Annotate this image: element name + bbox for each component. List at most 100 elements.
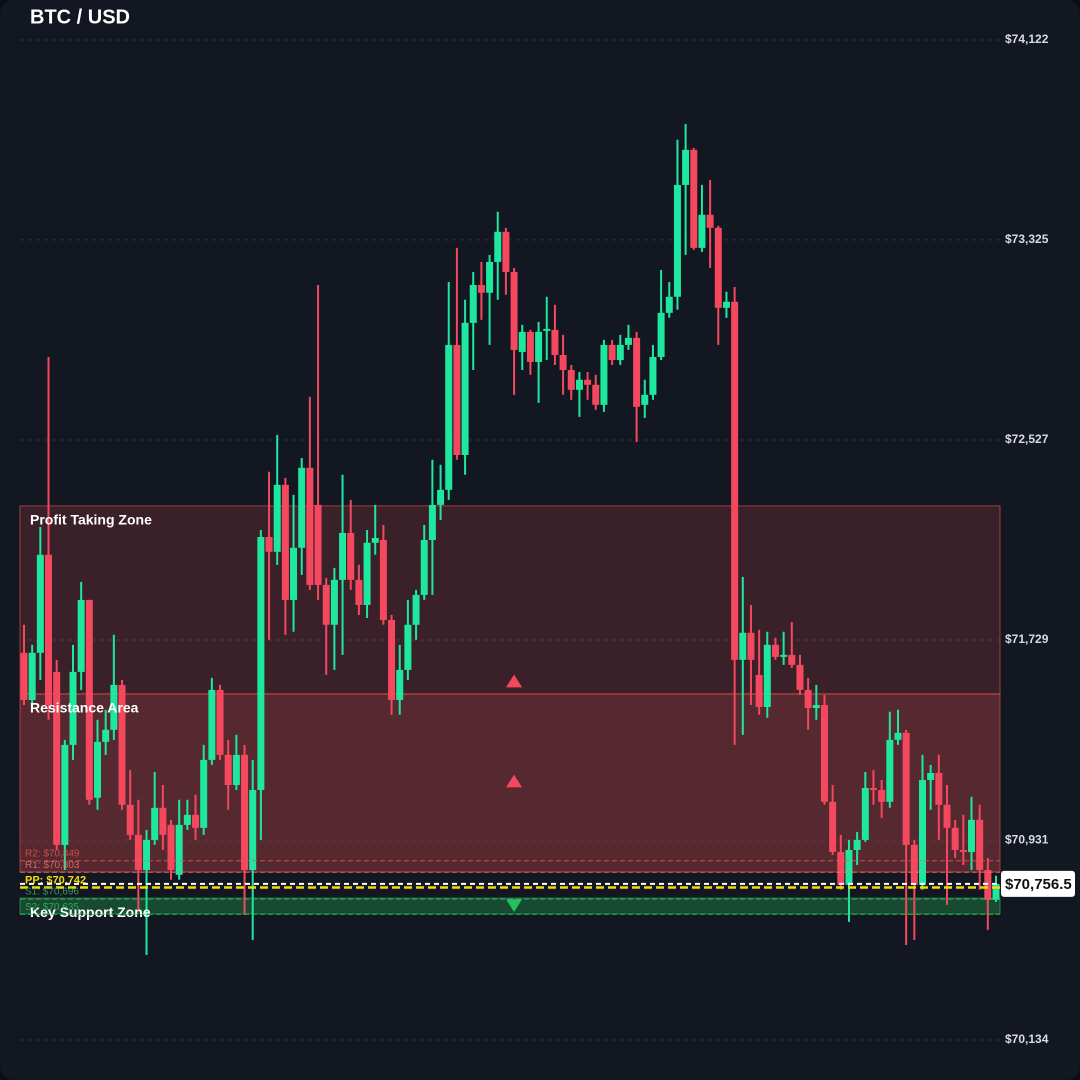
candle-body <box>461 322 469 455</box>
candle-body <box>902 732 910 845</box>
current-price-box <box>1001 870 1075 897</box>
zone-label: Key Support Zone <box>30 904 151 920</box>
candle-body <box>943 804 951 828</box>
zone-label: Resistance Area <box>30 700 139 716</box>
candle-body <box>608 344 616 360</box>
candle-body <box>722 301 730 308</box>
zone-label: Profit Taking Zone <box>30 512 152 528</box>
candle-body <box>918 779 926 885</box>
candle-body <box>494 231 502 262</box>
zone <box>19 897 1001 915</box>
pivot-label: S2: $70,635 <box>25 902 79 913</box>
candle-body <box>216 689 224 755</box>
candle-body <box>36 554 44 653</box>
candle-body <box>927 772 935 780</box>
candle-body <box>747 632 755 660</box>
signal-marker <box>506 899 523 912</box>
candle-body <box>633 337 641 407</box>
candle-body <box>118 684 126 805</box>
candle-body <box>200 759 208 828</box>
candle-body <box>412 594 420 625</box>
candle-body <box>61 744 69 845</box>
candle-body <box>616 344 624 360</box>
candle-body <box>771 644 779 657</box>
candle-body <box>322 584 330 625</box>
candle-body <box>339 532 347 580</box>
candle-body <box>788 654 796 665</box>
candle-body <box>600 344 608 405</box>
candle-body <box>306 467 314 585</box>
candle-body <box>861 787 869 840</box>
candle-body <box>820 704 828 802</box>
candle-body <box>935 772 943 805</box>
candle-body <box>714 227 722 308</box>
candle-body <box>698 214 706 248</box>
candle-body <box>829 801 837 852</box>
candle-body <box>453 344 461 455</box>
candle-body <box>151 807 159 840</box>
candle-body <box>192 814 200 828</box>
candle-body <box>894 732 902 740</box>
candle-body <box>951 827 959 850</box>
candle-body <box>208 689 216 760</box>
candle-body <box>649 356 657 395</box>
candle-body <box>967 819 975 852</box>
candle-body <box>673 184 681 297</box>
candle-body <box>77 599 85 672</box>
candle-body <box>265 536 273 552</box>
candle-body <box>665 296 673 313</box>
candle-body <box>584 379 592 385</box>
candle-body <box>363 542 371 605</box>
candle-body <box>232 754 240 785</box>
candle-body <box>110 684 118 730</box>
candle-body <box>543 328 551 331</box>
candle-body <box>992 883 1000 900</box>
candle-body <box>763 644 771 708</box>
candle-body <box>126 804 134 835</box>
candle-body <box>959 849 967 852</box>
candle-body <box>347 532 355 580</box>
candle-body <box>984 869 992 900</box>
y-tick-label: $74,122 <box>1005 32 1049 46</box>
candle-body <box>535 331 543 362</box>
candle-body <box>281 484 289 600</box>
candle-body <box>567 369 575 390</box>
candle-body <box>167 824 175 870</box>
candle-body <box>290 547 298 600</box>
candle-body <box>371 537 379 543</box>
candle-body <box>134 834 142 870</box>
candle-body <box>780 654 788 657</box>
pivot-label: R1: $70,803 <box>25 860 80 871</box>
candle-body <box>641 394 649 405</box>
candle-body <box>175 824 183 875</box>
y-tick-label: $73,325 <box>1005 232 1049 246</box>
candle-body <box>804 689 812 709</box>
candle-body <box>731 301 739 660</box>
candle-body <box>976 819 984 870</box>
candle-body <box>45 554 53 705</box>
zone <box>19 505 1001 695</box>
signal-marker <box>506 674 523 688</box>
candle-body <box>510 271 518 350</box>
candle-body <box>526 331 534 362</box>
chart-title: BTC / USD <box>30 6 130 28</box>
candle-body <box>396 669 404 700</box>
candle-body <box>502 231 510 272</box>
candle-body <box>878 790 886 802</box>
y-tick-label: $70,931 <box>1005 832 1049 846</box>
candle-body <box>796 664 804 690</box>
candle-body <box>159 807 167 835</box>
candle-body <box>886 739 894 802</box>
candle-body <box>437 489 445 505</box>
signal-marker <box>506 774 523 788</box>
candle-body <box>682 149 690 185</box>
candle-body <box>739 632 747 660</box>
candle-body <box>575 379 583 390</box>
candle-body <box>94 741 102 798</box>
candle-body <box>518 331 526 352</box>
candle-body <box>706 214 714 228</box>
pivot-label: S1: $70,696 <box>25 887 79 898</box>
pivot-label: R2: $70,849 <box>25 848 80 859</box>
